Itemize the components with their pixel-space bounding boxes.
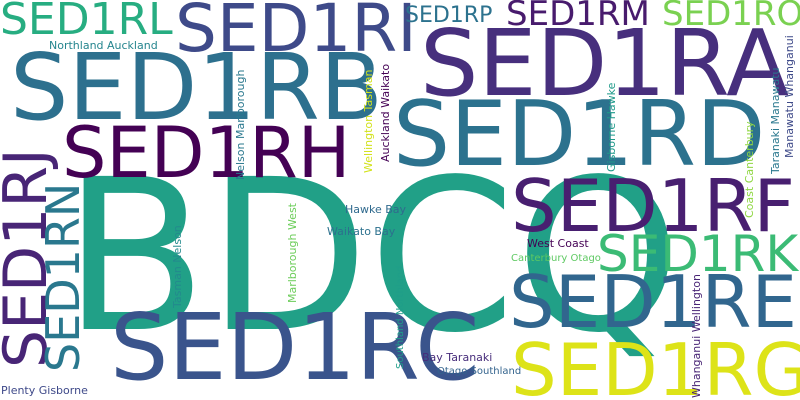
word-taranaki-manawatu: Taranaki Manawatu xyxy=(769,67,782,174)
word-auckland-waikato: Auckland Waikato xyxy=(379,63,392,162)
word-whanganui-wellington: Whanganui Wellington xyxy=(690,274,703,398)
word-bdcq: BDCQ xyxy=(63,134,681,379)
word-manawatu-whanganui: Manawatu Whanganui xyxy=(783,35,796,158)
word-sed1rl: SED1RL xyxy=(0,0,173,45)
word-sed1rh: SED1RH xyxy=(62,112,351,194)
word-otago-southland: Otago Southland xyxy=(437,366,522,377)
word-tasman-nelson: Tasman Nelson xyxy=(171,225,184,308)
word-coast-canterbury: Coast Canterbury xyxy=(743,121,756,218)
word-bay-taranaki: Bay Taranaki xyxy=(422,351,493,364)
word-sed1rd: SED1RD xyxy=(393,82,766,187)
word-sed1rb: SED1RB xyxy=(10,34,383,141)
word-canterbury-otago: Canterbury Otago xyxy=(511,253,601,264)
word-sed1rf: SED1RF xyxy=(511,164,795,248)
word-plenty-gisborne: Plenty Gisborne xyxy=(1,384,88,397)
word-hawke-bay: Hawke Bay xyxy=(345,203,407,216)
word-sed1rc: SED1RC xyxy=(110,294,480,400)
word-sed1rg: SED1RG xyxy=(511,328,800,400)
word-west-coast: West Coast xyxy=(527,237,589,250)
word-northland-auckland: Northland Auckland xyxy=(49,39,158,52)
word-nelson-marlborough: Nelson Marlborough xyxy=(234,69,247,180)
word-waikato-bay: Waikato Bay xyxy=(327,225,396,238)
word-sed1rk: SED1RK xyxy=(597,225,799,283)
word-marlborough-west: Marlborough West xyxy=(286,203,299,303)
word-sed1ro: SED1RO xyxy=(662,0,800,34)
word-sed1ra: SED1RA xyxy=(420,10,790,117)
word-wellington-tasman: Wellington Tasman xyxy=(362,69,375,173)
word-gisborne-hawke: Gisborne Hawke xyxy=(605,82,618,172)
word-sed1ri: SED1RI xyxy=(175,0,417,67)
word-sed1rp: SED1RP xyxy=(405,3,493,28)
word-sed1re: SED1RE xyxy=(509,260,797,344)
word-sed1rm: SED1RM xyxy=(506,0,650,34)
word-sed1rn: SED1RN xyxy=(36,182,90,372)
word-southland-northland: Southland Northland xyxy=(395,265,406,369)
